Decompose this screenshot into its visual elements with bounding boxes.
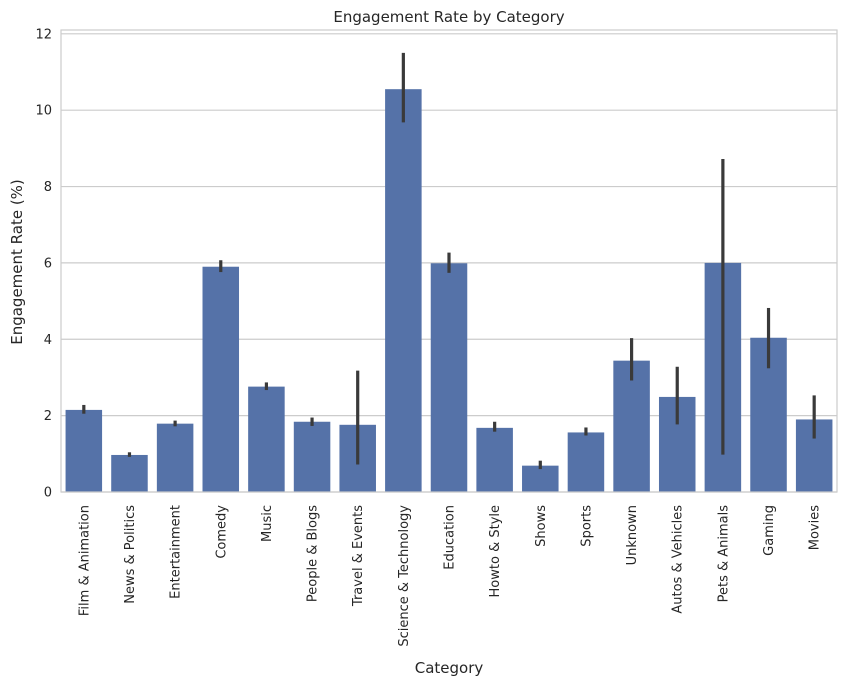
y-tick-label: 2 bbox=[44, 409, 52, 424]
bar bbox=[476, 427, 513, 492]
bar bbox=[430, 263, 468, 492]
bars bbox=[65, 89, 833, 492]
y-tick-label: 0 bbox=[44, 486, 52, 501]
y-tick-labels: 0 2 4 6 8 10 12 bbox=[35, 27, 52, 500]
x-tick-label: Unknown bbox=[625, 505, 640, 565]
x-tick-label: People & Blogs bbox=[306, 505, 321, 602]
x-tick-label: Movies bbox=[808, 505, 823, 550]
y-tick-label: 10 bbox=[35, 104, 52, 119]
x-tick-label: Travel & Events bbox=[351, 505, 366, 607]
x-axis-title: Category bbox=[415, 659, 484, 677]
x-tick-label: Film & Animation bbox=[77, 505, 92, 616]
bar bbox=[202, 266, 240, 492]
x-tick-label: Education bbox=[443, 505, 458, 570]
bar bbox=[567, 432, 605, 492]
y-tick-label: 8 bbox=[44, 180, 52, 195]
x-tick-label: Sports bbox=[579, 505, 594, 547]
x-tick-label: Science & Technology bbox=[397, 505, 412, 647]
bar bbox=[111, 454, 148, 492]
y-axis-title: Engagement Rate (%) bbox=[8, 179, 26, 345]
chart-title: Engagement Rate by Category bbox=[333, 8, 564, 26]
bar bbox=[156, 423, 194, 492]
x-tick-label: News & Politics bbox=[123, 505, 138, 604]
bar bbox=[613, 360, 650, 492]
x-tick-label: Music bbox=[260, 505, 275, 542]
y-tick-label: 12 bbox=[35, 27, 52, 42]
y-tick-label: 4 bbox=[44, 333, 52, 348]
x-tick-label: Pets & Animals bbox=[716, 505, 731, 603]
bar bbox=[248, 386, 285, 492]
bar bbox=[65, 409, 103, 492]
x-tick-labels: Film & Animation News & Politics Entertain… bbox=[77, 505, 822, 647]
x-tick-label: Autos & Vehicles bbox=[671, 505, 686, 614]
y-tick-label: 6 bbox=[44, 256, 52, 271]
error-bars bbox=[82, 52, 816, 470]
x-tick-label: Gaming bbox=[762, 505, 777, 556]
x-tick-label: Entertainment bbox=[169, 505, 184, 599]
bar bbox=[385, 89, 422, 492]
bar bbox=[522, 465, 559, 492]
plot-frame bbox=[60, 29, 838, 493]
x-tick-label: Howto & Style bbox=[488, 505, 503, 597]
x-tick-label: Shows bbox=[534, 505, 549, 547]
x-tick-label: Comedy bbox=[214, 505, 229, 559]
bar bbox=[293, 421, 331, 492]
